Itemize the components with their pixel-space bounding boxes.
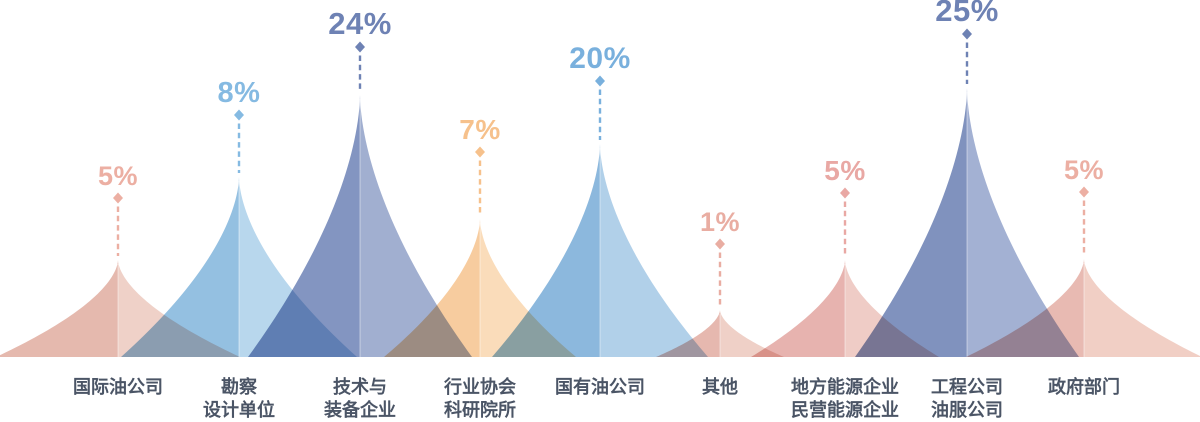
- value-percentage-label: 1%: [700, 207, 740, 237]
- peak-right-half: [360, 95, 472, 357]
- peak-group: [656, 310, 784, 357]
- diamond-marker: [475, 146, 485, 158]
- peak-group: [855, 88, 1079, 357]
- peak-right-half: [239, 177, 357, 357]
- peak-right-half: [720, 310, 784, 357]
- value-percentage-label: 8%: [218, 77, 261, 109]
- value-percentage-label: 5%: [824, 155, 865, 186]
- diamond-marker: [355, 41, 365, 53]
- peak-group: [248, 95, 472, 357]
- peak-left-half: [0, 260, 118, 357]
- value-percentage-label: 7%: [459, 114, 500, 145]
- peak-right-half: [600, 144, 708, 357]
- peak-left-half: [656, 310, 720, 357]
- peak-left-half: [121, 177, 239, 357]
- diamond-marker: [962, 28, 972, 40]
- peak-left-half: [384, 219, 480, 357]
- peak-group: [751, 260, 939, 357]
- peak-group: [966, 259, 1200, 357]
- peak-left-half: [492, 144, 600, 357]
- peak-right-half: [967, 88, 1079, 357]
- peak-left-half: [751, 260, 845, 357]
- value-percentage-label: 24%: [328, 6, 392, 41]
- peak-left-half: [248, 95, 360, 357]
- diamond-marker: [715, 238, 725, 250]
- diamond-marker: [113, 192, 123, 204]
- peak-right-half: [845, 260, 939, 357]
- peak-group: [384, 219, 576, 357]
- value-percentage-label: 25%: [935, 0, 999, 28]
- peak-group: [121, 177, 357, 357]
- diamond-marker: [1079, 186, 1089, 198]
- diamond-marker: [840, 187, 850, 199]
- diamond-marker: [595, 75, 605, 87]
- peak-left-half: [966, 259, 1084, 357]
- value-percentage-label: 5%: [1064, 155, 1104, 185]
- peak-group: [492, 144, 708, 357]
- peak-left-half: [855, 88, 967, 357]
- value-percentage-label: 20%: [569, 42, 631, 75]
- diamond-marker: [234, 109, 244, 121]
- peak-right-half: [480, 219, 576, 357]
- value-percentage-label: 5%: [98, 161, 138, 191]
- peak-right-half: [1084, 259, 1200, 357]
